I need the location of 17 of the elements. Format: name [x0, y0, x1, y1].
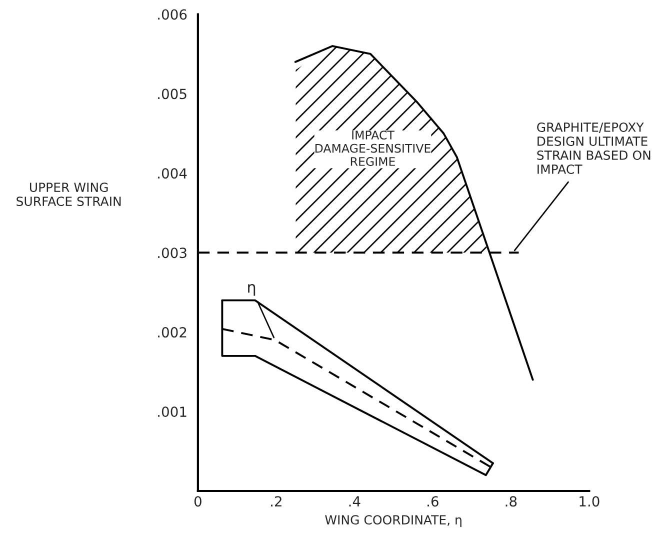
x-tick-label: .8 — [506, 496, 517, 507]
x-tick-label: .2 — [271, 496, 282, 506]
y-tick-label: .001 — [158, 406, 186, 418]
y-axis-title: UPPER WING SURFACE STRAIN — [16, 182, 121, 206]
y-tick-label: .005 — [158, 88, 186, 100]
y-tick-label: .003 — [158, 248, 186, 258]
y-tick-label: .004 — [158, 168, 187, 179]
y-tick-label: .002 — [158, 327, 186, 338]
x-axis-title: WING COORDINATE, η — [325, 515, 462, 527]
x-tick-label: 0 — [194, 496, 202, 507]
y-tick-label: .006 — [158, 9, 187, 20]
annotation: η — [248, 284, 256, 296]
series-label: IMPACT DAMAGE-SENSITIVE REGIME — [315, 130, 430, 166]
x-tick-label: 1.0 — [580, 496, 600, 507]
x-tick-label: .4 — [349, 496, 360, 506]
x-tick-label: .6 — [428, 496, 438, 507]
ref-line-label: GRAPHITE/EPOXY DESIGN ULTIMATE STRAIN BASED ON IMPACT — [537, 122, 650, 174]
